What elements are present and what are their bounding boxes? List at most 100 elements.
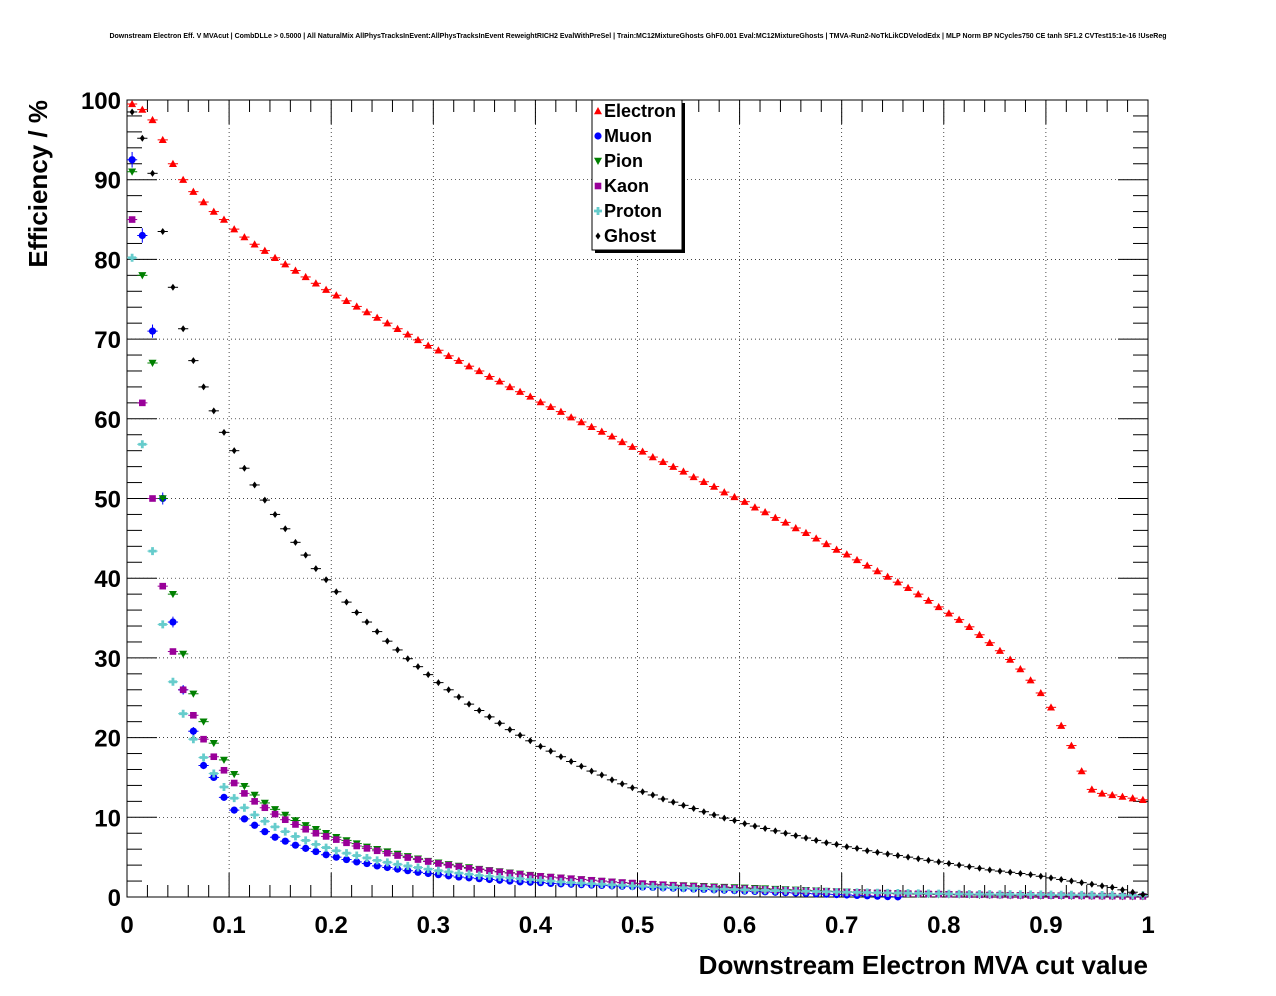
proton-point — [914, 889, 923, 898]
proton-point — [352, 851, 361, 860]
electron-point — [240, 233, 249, 241]
proton-point — [1098, 891, 1107, 900]
proton-point — [720, 885, 729, 894]
muon-point — [424, 869, 432, 878]
kaon-point — [506, 869, 514, 877]
electron-point — [699, 477, 708, 485]
proton-point — [403, 861, 412, 870]
ghost-point — [292, 538, 298, 546]
proton-point — [444, 867, 453, 876]
ghost-point — [915, 855, 921, 863]
electron-point — [301, 272, 310, 281]
ghost-point — [1068, 877, 1074, 885]
proton-point — [322, 843, 331, 852]
kaon-point — [373, 847, 381, 855]
electron-point — [689, 472, 698, 481]
electron-point — [495, 377, 504, 385]
series-pion — [127, 168, 1148, 901]
x-tick-label: 0.1 — [212, 912, 245, 939]
kaon-point — [394, 852, 401, 859]
proton-point — [801, 887, 810, 896]
pion-point — [291, 817, 300, 825]
proton-point — [577, 879, 586, 888]
series-kaon — [127, 216, 1148, 900]
proton-point — [842, 888, 851, 897]
muon-point — [353, 858, 361, 866]
ghost-point — [997, 867, 1003, 875]
kaon-point — [475, 866, 483, 873]
proton-point — [669, 883, 678, 892]
electron-point — [801, 528, 810, 536]
ghost-point — [211, 407, 217, 415]
data-points — [127, 99, 1148, 901]
ghost-point — [578, 762, 584, 770]
kaon-point — [210, 753, 218, 761]
electron-point — [1067, 741, 1076, 749]
x-tick-label: 0.9 — [1029, 912, 1062, 939]
proton-point — [975, 890, 984, 899]
x-tick-label: 0 — [120, 912, 133, 939]
ghost-point — [160, 228, 166, 236]
kaon-point — [261, 804, 269, 812]
kaon-point — [271, 810, 279, 818]
electron-point — [679, 467, 688, 475]
y-tick-label: 70 — [94, 327, 121, 354]
electron-point — [556, 407, 565, 415]
proton-point — [199, 753, 208, 762]
proton-point — [332, 846, 341, 855]
ghost-point — [599, 771, 605, 779]
proton-point — [638, 882, 647, 891]
proton-point — [750, 886, 759, 895]
electron-point — [454, 356, 463, 364]
kaon-point — [312, 829, 320, 837]
muon-point — [302, 844, 310, 852]
ghost-point — [476, 707, 482, 715]
proton-point — [1118, 891, 1127, 900]
muon-point — [240, 815, 249, 823]
ghost-point — [936, 858, 942, 866]
electron-point — [822, 539, 831, 548]
pion-point — [199, 718, 208, 726]
x-tick-label: 0.3 — [417, 912, 450, 939]
electron-point — [444, 351, 453, 360]
x-tick-label: 0.7 — [825, 912, 858, 939]
proton-point — [128, 253, 137, 262]
ghost-point — [282, 525, 288, 533]
pion-point — [148, 359, 157, 368]
proton-point — [597, 880, 606, 889]
electron-point — [311, 279, 320, 287]
kaon-point — [169, 648, 177, 655]
proton-point — [546, 877, 555, 886]
kaon-point — [404, 854, 412, 861]
ghost-point — [558, 753, 564, 761]
electron-point — [863, 561, 872, 569]
ghost-point — [650, 791, 656, 799]
electron-point — [526, 392, 535, 400]
ghost-point — [425, 671, 431, 679]
proton-point — [383, 858, 392, 867]
legend-box — [591, 99, 683, 251]
electron-point — [1026, 676, 1035, 684]
electron-point — [250, 240, 259, 248]
kaon-point — [322, 833, 330, 840]
muon-point — [230, 806, 238, 814]
pion-point — [209, 739, 218, 748]
proton-point — [454, 869, 463, 878]
legend-label-pion: Pion — [604, 151, 643, 171]
proton-point — [699, 884, 708, 893]
proton-point — [209, 769, 218, 778]
ghost-point — [333, 588, 339, 596]
legend-label-ghost: Ghost — [604, 226, 656, 246]
electron-point — [924, 596, 933, 604]
kaon-point — [149, 495, 156, 502]
electron-point — [812, 534, 821, 542]
ghost-point — [415, 663, 421, 671]
proton-point — [587, 879, 596, 888]
electron-point — [332, 291, 341, 299]
electron-point — [1047, 703, 1056, 711]
ghost-point — [762, 824, 768, 832]
electron-point — [230, 225, 239, 233]
kaon-point — [424, 858, 432, 865]
legend-label-proton: Proton — [604, 201, 662, 221]
electron-point — [618, 437, 627, 446]
